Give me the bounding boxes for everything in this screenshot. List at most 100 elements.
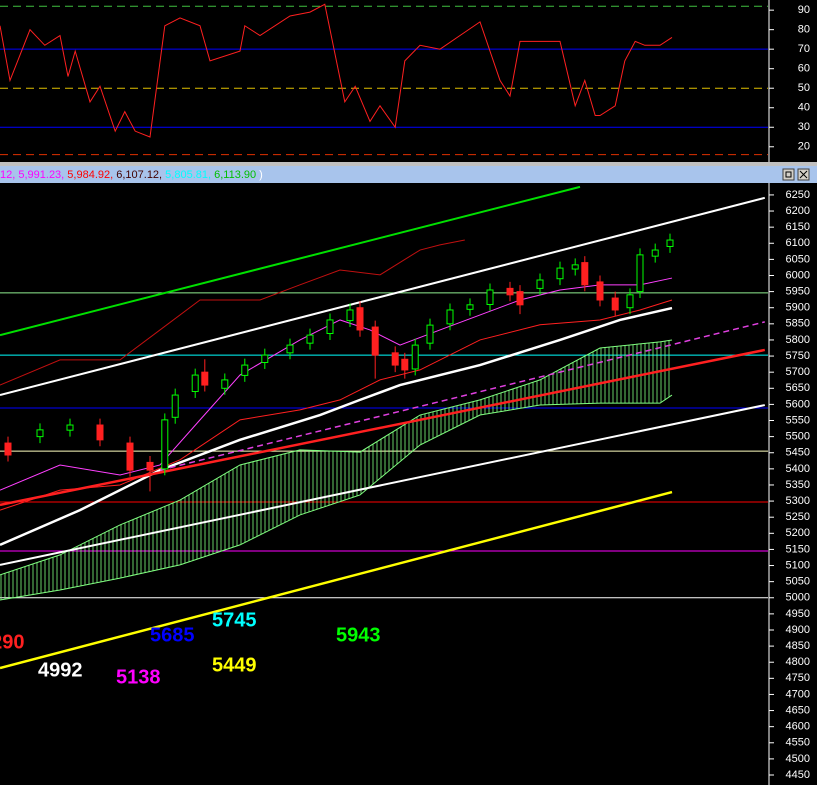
candle-body	[536, 279, 544, 289]
candle-body	[426, 324, 434, 344]
level-label: 4992	[38, 659, 83, 681]
candle-body	[36, 429, 44, 438]
candle-body	[66, 424, 74, 431]
indicator-line	[0, 299, 673, 511]
candle-body	[146, 461, 154, 471]
candle-body	[411, 344, 419, 370]
y-tick-label: 6200	[786, 205, 810, 217]
y-tick-label: 40	[798, 102, 810, 114]
level-label: 5449	[212, 654, 257, 676]
y-tick-label: 5550	[786, 414, 810, 426]
indicator-line	[0, 348, 766, 507]
indicator-line	[0, 277, 673, 491]
level-label: 5943	[336, 624, 381, 646]
candle-body	[466, 304, 474, 310]
y-tick-label: 5450	[786, 447, 810, 459]
candle-body	[636, 254, 644, 293]
y-tick-label: 5150	[786, 543, 810, 555]
y-tick-label: 80	[798, 24, 810, 36]
y-tick-label: 5950	[786, 286, 810, 298]
y-tick-label: 4900	[786, 624, 810, 636]
candle-body	[391, 352, 399, 366]
y-tick-label: 6100	[786, 237, 810, 249]
y-tick-label: 5650	[786, 382, 810, 394]
candle-body	[286, 344, 294, 354]
header-value: 5,805.81,	[165, 169, 214, 181]
indicator-line	[0, 404, 766, 566]
candle-body	[241, 364, 249, 376]
y-tick-label: 4950	[786, 608, 810, 620]
header-value: 6,107.12,	[116, 169, 165, 181]
y-tick-label: 5250	[786, 511, 810, 523]
cloud-edge	[0, 394, 673, 601]
y-tick-label: 5050	[786, 576, 810, 588]
y-tick-label: 5700	[786, 366, 810, 378]
candle-body	[161, 419, 169, 470]
header-value: 5,984.92,	[67, 169, 116, 181]
y-tick-label: 6250	[786, 189, 810, 201]
y-tick-label: 4550	[786, 737, 810, 749]
level-label: 5138	[116, 666, 161, 688]
indicator-line	[0, 306, 673, 547]
y-tick-label: 50	[798, 82, 810, 94]
y-tick-label: 30	[798, 121, 810, 133]
window-buttons[interactable]	[782, 168, 810, 181]
indicator-line	[159, 321, 765, 471]
rsi-line	[0, 3, 673, 138]
header-bar	[0, 166, 817, 183]
candle-body	[191, 374, 199, 393]
y-tick-label: 5850	[786, 318, 810, 330]
cloud-fill	[0, 339, 672, 601]
candle-body	[346, 309, 354, 322]
candle-body	[326, 319, 334, 334]
candle-body	[506, 287, 514, 296]
candle-body	[651, 249, 659, 257]
y-tick-label: 4600	[786, 721, 810, 733]
candle-body	[596, 281, 604, 301]
candle-body	[171, 394, 179, 418]
candle-body	[486, 289, 494, 305]
candle-body	[611, 297, 619, 311]
y-tick-label: 90	[798, 4, 810, 16]
y-tick-label: 5600	[786, 398, 810, 410]
candle-body	[4, 442, 12, 456]
y-tick-label: 4450	[786, 769, 810, 781]
y-tick-label: 70	[798, 43, 810, 55]
indicator-line	[0, 490, 673, 670]
cloud-edge	[0, 339, 673, 576]
y-tick-label: 4650	[786, 704, 810, 716]
candle-body	[446, 309, 454, 325]
level-label: 5290	[0, 631, 25, 653]
y-tick-label: 5500	[786, 431, 810, 443]
candle-body	[571, 264, 579, 270]
y-tick-label: 5350	[786, 479, 810, 491]
y-tick-label: 4800	[786, 656, 810, 668]
candle-body	[516, 291, 524, 306]
candle-body	[556, 267, 564, 280]
y-tick-label: 6150	[786, 221, 810, 233]
candle-body	[261, 354, 269, 364]
level-label: 5745	[212, 609, 257, 631]
header-value: 5,991.23,	[18, 169, 67, 181]
rsi-plot	[0, 3, 768, 156]
level-label: 5685	[150, 624, 195, 646]
candle-body	[221, 379, 229, 389]
y-tick-label: 5300	[786, 495, 810, 507]
candle-body	[626, 294, 634, 309]
candle-body	[96, 424, 104, 441]
header-value: 12,	[0, 169, 18, 181]
indicator-line	[0, 185, 581, 337]
candle-body	[356, 307, 364, 331]
y-tick-label: 5200	[786, 527, 810, 539]
y-tick-label: 4850	[786, 640, 810, 652]
y-tick-label: 4750	[786, 672, 810, 684]
candle-body	[126, 442, 134, 471]
candle-body	[581, 262, 589, 286]
y-tick-label: 5400	[786, 463, 810, 475]
y-tick-label: 60	[798, 63, 810, 75]
header-value: 6,113.90	[214, 169, 256, 181]
candle-body	[666, 239, 674, 247]
y-tick-label: 5750	[786, 350, 810, 362]
y-tick-label: 5100	[786, 559, 810, 571]
indicator-line	[0, 239, 465, 386]
